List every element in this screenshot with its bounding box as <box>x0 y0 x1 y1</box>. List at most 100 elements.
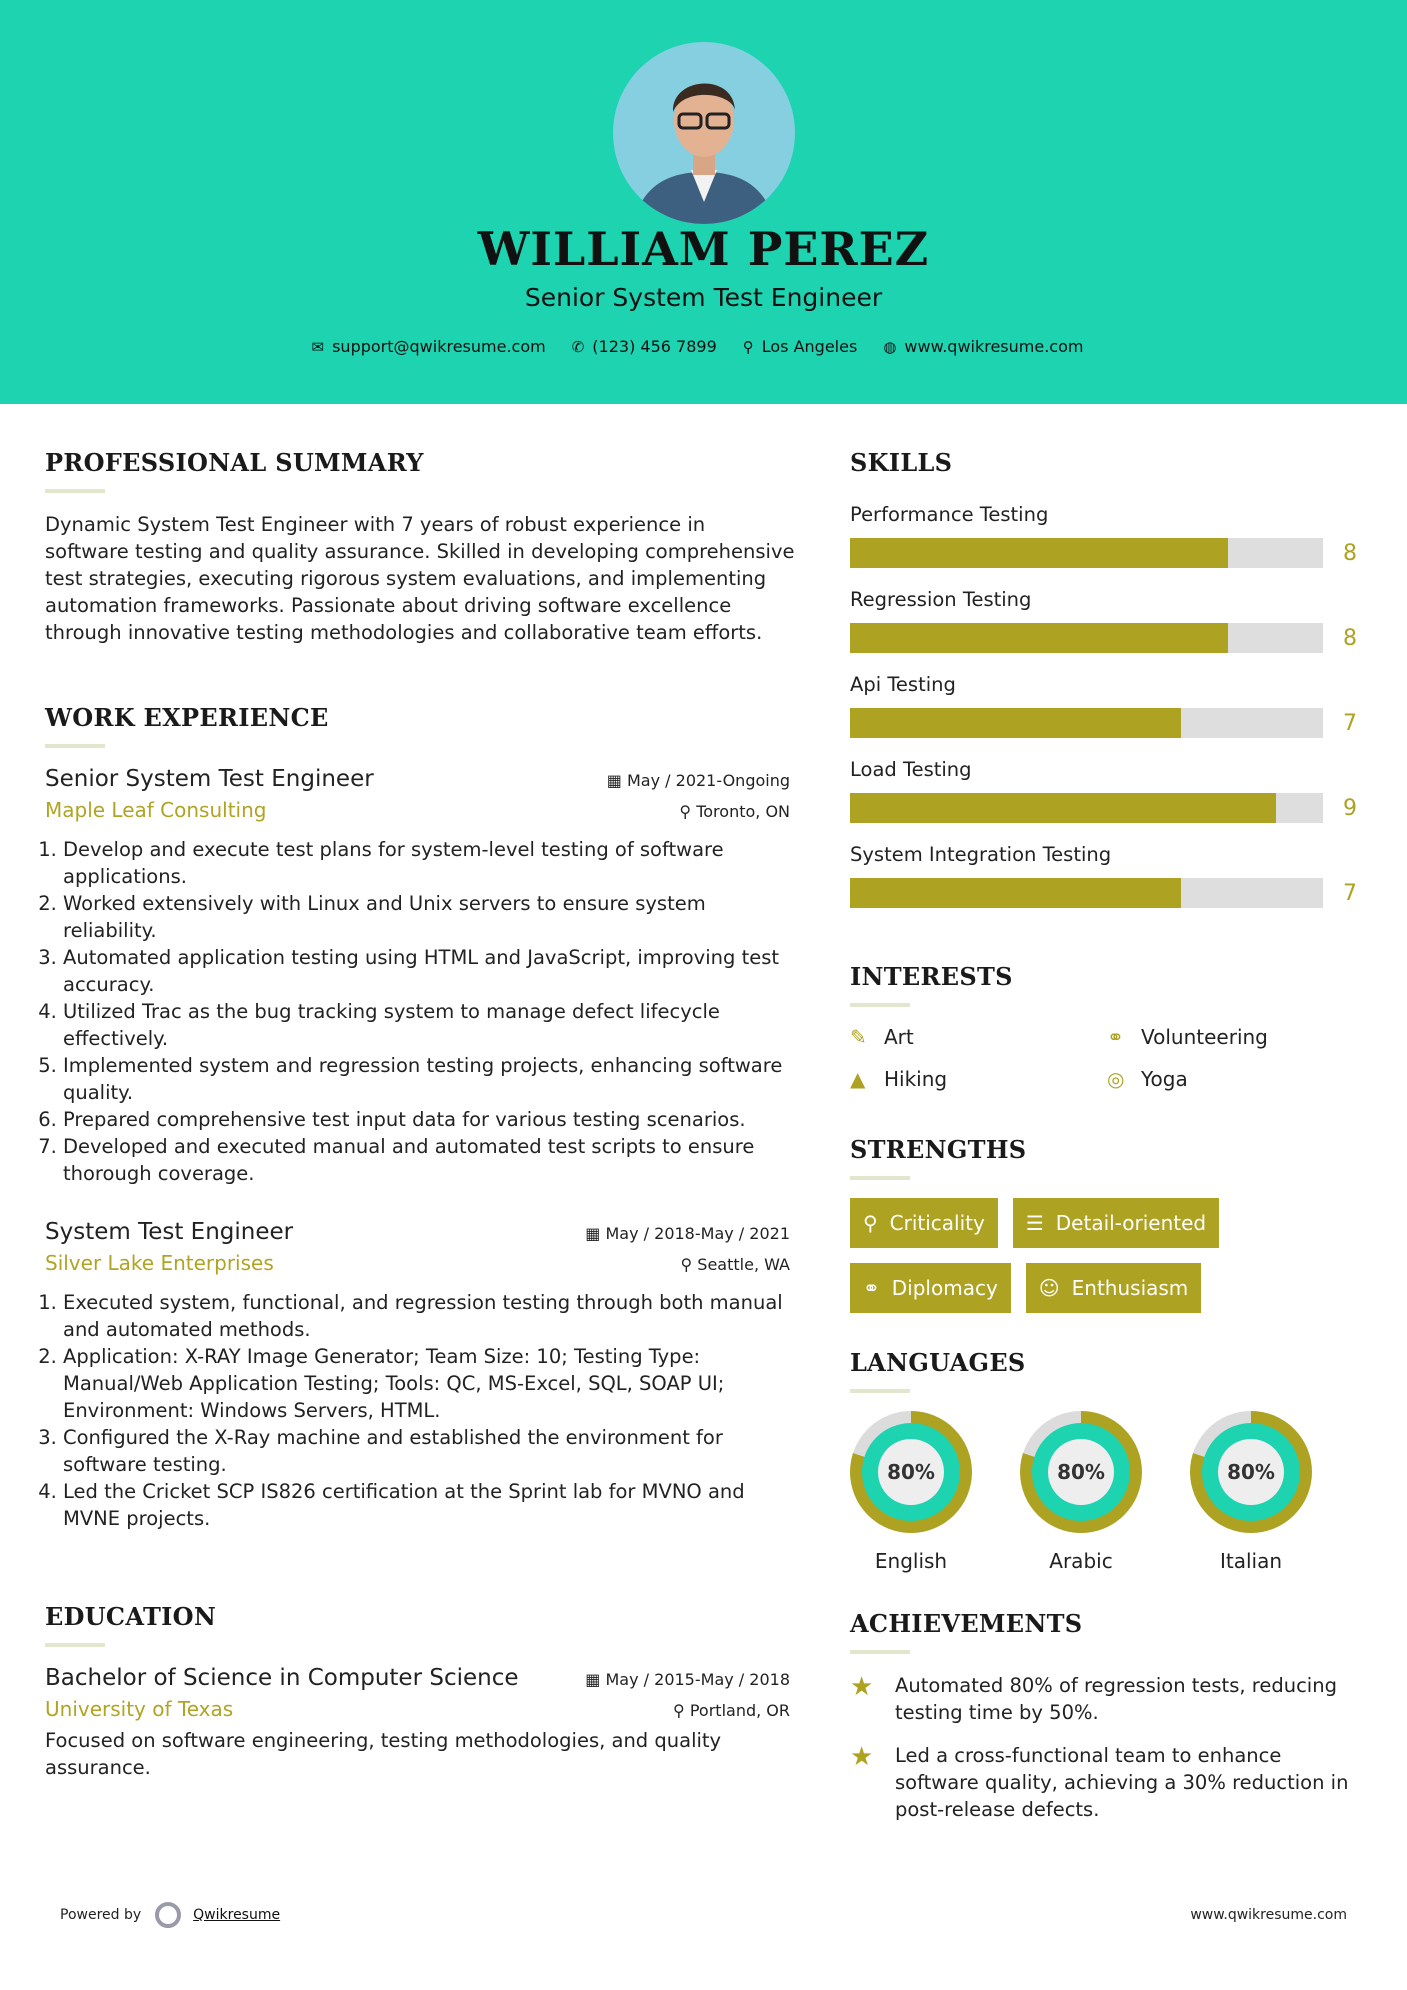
heading-underline <box>850 1389 910 1393</box>
heading-underline <box>850 1176 910 1180</box>
skill-bar-fill <box>850 708 1182 738</box>
strength-label: Criticality <box>889 1211 985 1235</box>
section-heading: SKILLS <box>850 448 953 477</box>
skill-name: Performance Testing <box>850 503 1049 526</box>
language-percent: 80% <box>1218 1439 1284 1505</box>
skill-value: 8 <box>1343 540 1357 566</box>
interest-item: ▲ Hiking <box>850 1067 1107 1091</box>
section-heading: PROFESSIONAL SUMMARY <box>45 448 424 477</box>
job-duties: Executed system, functional, and regress… <box>45 1289 790 1532</box>
interest-label: Yoga <box>1141 1067 1188 1091</box>
company-name: Maple Leaf Consulting <box>45 798 267 822</box>
candidate-title: Senior System Test Engineer <box>524 283 883 312</box>
life-ring-icon: ◎ <box>1107 1067 1125 1091</box>
job-duties: Develop and execute test plans for syste… <box>45 836 790 1187</box>
language-name: Arabic <box>1049 1549 1113 1573</box>
list-item: Prepared comprehensive test input data f… <box>63 1106 790 1133</box>
list-item: Develop and execute test plans for syste… <box>63 836 790 890</box>
section-heading: ACHIEVEMENTS <box>850 1609 1083 1638</box>
skill-item: Load Testing 9 <box>850 758 1370 823</box>
list-icon: ☰ <box>1025 1211 1044 1235</box>
education-location: Portland, OR <box>689 1701 790 1720</box>
list-item: Configured the X-Ray machine and establi… <box>63 1424 790 1478</box>
strength-label: Detail-oriented <box>1055 1211 1207 1235</box>
profile-photo <box>613 42 795 224</box>
pin-icon: ⚲ <box>679 802 697 821</box>
powered-by-label: Powered by <box>60 1907 142 1923</box>
skill-value: 8 <box>1343 625 1357 651</box>
languages-section: LANGUAGES 80% English 80% Arabic 80% Italian <box>850 1348 1370 1573</box>
footer-url[interactable]: www.qwikresume.com <box>1190 1907 1347 1923</box>
language-donut: 80% <box>850 1411 972 1533</box>
calendar-icon: ▦ <box>606 771 627 790</box>
language-item: 80% Italian <box>1190 1411 1312 1573</box>
interest-item: ✎ Art <box>850 1025 1107 1049</box>
interest-label: Volunteering <box>1141 1025 1268 1049</box>
tree-icon: ▲ <box>850 1067 866 1091</box>
brand-link[interactable]: Qwikresume <box>193 1907 281 1923</box>
section-heading: WORK EXPERIENCE <box>45 703 329 732</box>
contact-website[interactable]: www.qwikresume.com <box>904 337 1084 356</box>
achievement-text: Automated 80% of regression tests, reduc… <box>895 1674 1337 1724</box>
skill-item: System Integration Testing 7 <box>850 843 1370 908</box>
job-location: Toronto, ON <box>696 802 790 821</box>
phone-icon: ✆ <box>571 337 585 356</box>
skill-bar <box>850 878 1323 908</box>
footer: Powered by Qwikresume www.qwikresume.com <box>60 1902 1347 1928</box>
skill-name: Load Testing <box>850 758 972 781</box>
education-description: Focused on software engineering, testing… <box>45 1729 722 1779</box>
section-heading: STRENGTHS <box>850 1135 1027 1164</box>
qwikresume-logo <box>155 1902 182 1928</box>
star-icon: ★ <box>850 1742 874 1772</box>
achievement-item: ★ Led a cross-functional team to enhance … <box>850 1742 1370 1823</box>
globe-icon: ◍ <box>883 337 897 356</box>
education-date: May / 2015-May / 2018 <box>605 1670 791 1689</box>
contact-location: Los Angeles <box>761 337 858 356</box>
skill-item: Performance Testing 8 <box>850 503 1370 568</box>
job-date: May / 2018-May / 2021 <box>605 1224 791 1243</box>
calendar-icon: ▦ <box>585 1670 606 1689</box>
skill-bar-fill <box>850 538 1229 568</box>
search-icon: ⚲ <box>863 1211 878 1235</box>
skills-section: SKILLS Performance Testing 8 Regression Te… <box>850 448 1370 928</box>
language-donut: 80% <box>1020 1411 1142 1533</box>
heading-underline <box>850 1003 910 1007</box>
strength-label: Enthusiasm <box>1071 1276 1189 1300</box>
list-item: Developed and executed manual and automa… <box>63 1133 790 1187</box>
contact-bar: ✉ support@qwikresume.com ✆ (123) 456 7899 … <box>0 337 1407 356</box>
language-name: Italian <box>1219 1549 1283 1573</box>
achievement-text: Led a cross-functional team to enhance s… <box>895 1744 1349 1821</box>
list-item: Application: X-RAY Image Generator; Team… <box>63 1343 790 1424</box>
skill-bar <box>850 623 1323 653</box>
skill-item: Api Testing 7 <box>850 673 1370 738</box>
strength-tag: ⚲ Criticality <box>850 1198 998 1248</box>
handshake-icon: ⚭ <box>1107 1025 1124 1049</box>
list-item: Executed system, functional, and regress… <box>63 1289 790 1343</box>
language-percent: 80% <box>1048 1439 1114 1505</box>
heading-underline <box>45 489 105 493</box>
envelope-icon: ✉ <box>311 337 325 356</box>
language-item: 80% Arabic <box>1020 1411 1142 1573</box>
pin-icon: ⚲ <box>680 1255 698 1274</box>
language-percent: 80% <box>878 1439 944 1505</box>
contact-phone[interactable]: (123) 456 7899 <box>592 337 717 356</box>
degree-title: Bachelor of Science in Computer Science <box>45 1665 519 1691</box>
language-name: English <box>874 1549 948 1573</box>
paintbrush-icon: ✎ <box>850 1025 867 1049</box>
contact-email[interactable]: support@qwikresume.com <box>332 337 546 356</box>
heading-underline <box>45 744 105 748</box>
skill-name: System Integration Testing <box>850 843 1112 866</box>
skill-bar-fill <box>850 878 1182 908</box>
pin-icon: ⚲ <box>673 1701 690 1720</box>
smile-icon: ☺ <box>1038 1276 1060 1300</box>
strength-tag: ☰ Detail-oriented <box>1012 1198 1220 1248</box>
skill-value: 7 <box>1343 710 1357 736</box>
skill-bar-fill <box>850 623 1229 653</box>
strengths-section: STRENGTHS ⚲ Criticality ☰ Detail-oriented … <box>850 1135 1370 1313</box>
list-item: Utilized Trac as the bug tracking system… <box>63 998 790 1052</box>
language-item: 80% English <box>850 1411 972 1573</box>
job-entry: Senior System Test Engineer ▦ May / 2021-… <box>45 766 790 1187</box>
language-donut: 80% <box>1190 1411 1312 1533</box>
skill-bar <box>850 708 1323 738</box>
candidate-name: WILLIAM PEREZ <box>477 222 930 276</box>
